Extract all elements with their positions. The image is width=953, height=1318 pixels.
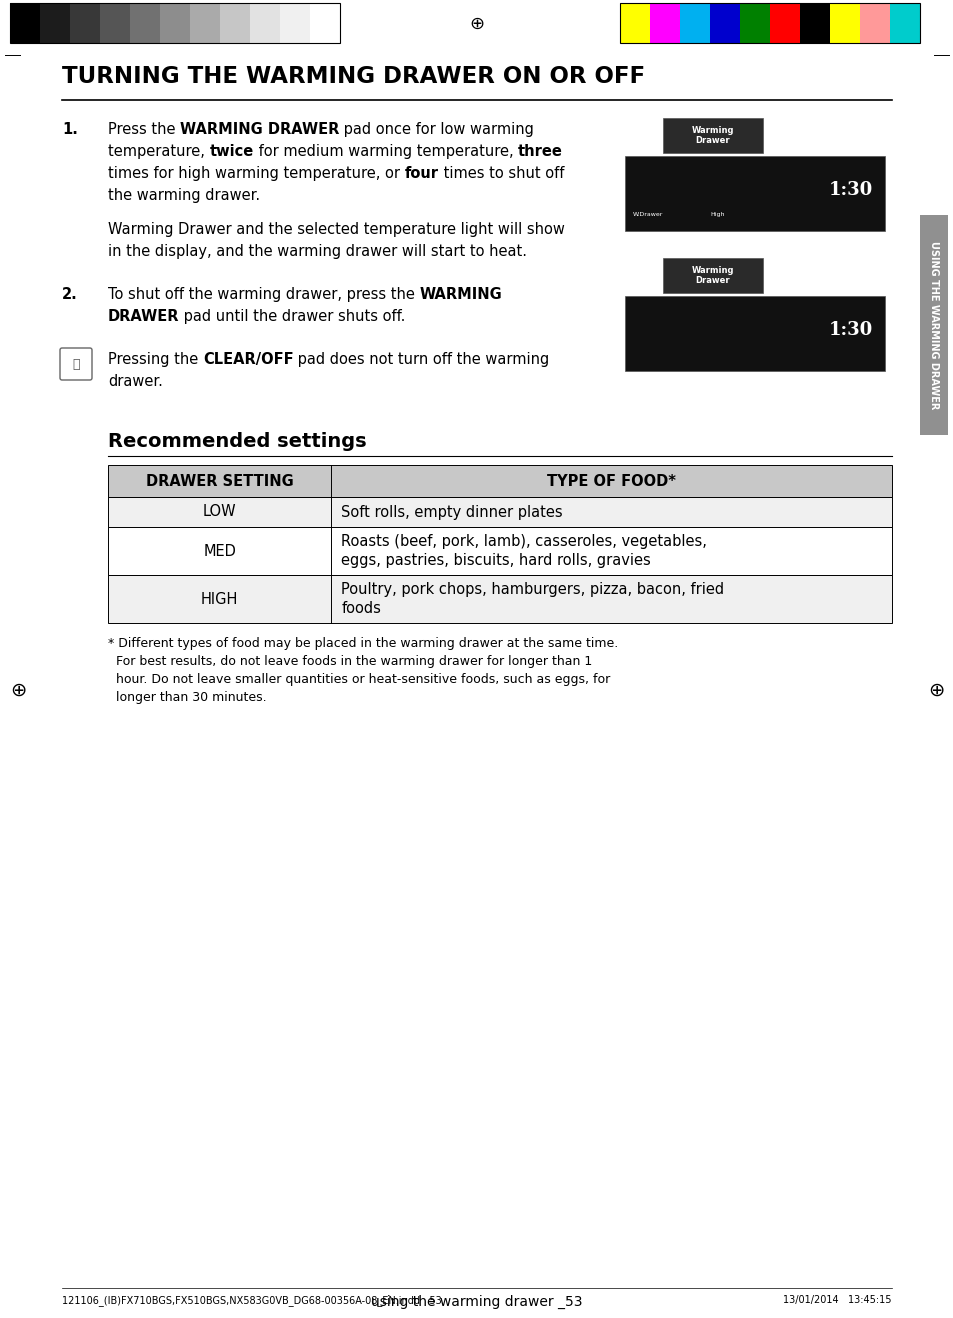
Text: in the display, and the warming drawer will start to heat.: in the display, and the warming drawer w…: [108, 244, 526, 260]
Text: ⊕: ⊕: [927, 680, 943, 700]
Bar: [624, 156, 884, 231]
Bar: [108, 465, 891, 497]
Text: pad once for low warming: pad once for low warming: [339, 123, 534, 137]
Text: drawer.: drawer.: [108, 374, 163, 389]
Text: * Different types of food may be placed in the warming drawer at the same time.: * Different types of food may be placed …: [108, 637, 618, 650]
Text: LOW: LOW: [203, 505, 236, 519]
Bar: [662, 119, 762, 153]
Text: MED: MED: [203, 543, 236, 559]
Bar: [624, 297, 884, 370]
Text: Warming
Drawer: Warming Drawer: [691, 266, 734, 285]
Bar: [709, 3, 740, 43]
Bar: [250, 3, 280, 43]
Bar: [108, 527, 891, 575]
Text: pad until the drawer shuts off.: pad until the drawer shuts off.: [179, 308, 405, 324]
Text: Poultry, pork chops, hamburgers, pizza, bacon, fried
foods: Poultry, pork chops, hamburgers, pizza, …: [341, 581, 724, 617]
Text: four: four: [404, 166, 438, 181]
Text: the warming drawer.: the warming drawer.: [108, 188, 260, 203]
Bar: [190, 3, 220, 43]
Bar: [829, 3, 859, 43]
Bar: [220, 3, 250, 43]
Text: 📝: 📝: [72, 357, 80, 370]
Bar: [108, 497, 891, 527]
Bar: [800, 3, 829, 43]
Text: twice: twice: [210, 144, 253, 159]
Bar: [160, 3, 190, 43]
Text: TURNING THE WARMING DRAWER ON OR OFF: TURNING THE WARMING DRAWER ON OR OFF: [62, 65, 644, 88]
Text: WARMING DRAWER: WARMING DRAWER: [180, 123, 339, 137]
Text: W.Drawer: W.Drawer: [633, 212, 662, 217]
Text: Warming
Drawer: Warming Drawer: [691, 125, 734, 145]
Bar: [619, 3, 649, 43]
Text: WARMING: WARMING: [419, 287, 501, 302]
Bar: [740, 3, 769, 43]
Bar: [280, 3, 310, 43]
Text: 1.: 1.: [62, 123, 78, 137]
Bar: [70, 3, 100, 43]
Bar: [40, 3, 70, 43]
Bar: [100, 3, 130, 43]
Bar: [310, 3, 339, 43]
Text: USING THE WARMING DRAWER: USING THE WARMING DRAWER: [928, 241, 938, 409]
Text: High: High: [709, 212, 723, 217]
Text: Press the: Press the: [108, 123, 180, 137]
Text: longer than 30 minutes.: longer than 30 minutes.: [108, 691, 266, 704]
Bar: [619, 3, 919, 43]
Text: 1:30: 1:30: [828, 181, 872, 199]
Bar: [10, 3, 339, 43]
Bar: [769, 3, 800, 43]
Text: temperature,: temperature,: [108, 144, 210, 159]
Bar: [859, 3, 889, 43]
Bar: [679, 3, 709, 43]
Text: ⊕: ⊕: [10, 680, 26, 700]
Text: 2.: 2.: [62, 287, 77, 302]
Bar: [649, 3, 679, 43]
Bar: [919, 215, 947, 435]
Text: For best results, do not leave foods in the warming drawer for longer than 1: For best results, do not leave foods in …: [108, 655, 592, 668]
Text: three: three: [517, 144, 562, 159]
Bar: [889, 3, 919, 43]
Text: DRAWER SETTING: DRAWER SETTING: [146, 473, 294, 489]
Text: Roasts (beef, pork, lamb), casseroles, vegetables,
eggs, pastries, biscuits, har: Roasts (beef, pork, lamb), casseroles, v…: [341, 534, 706, 568]
Text: Recommended settings: Recommended settings: [108, 432, 366, 451]
Text: using the warming drawer _53: using the warming drawer _53: [371, 1296, 582, 1309]
Text: DRAWER: DRAWER: [108, 308, 179, 324]
FancyBboxPatch shape: [60, 348, 91, 380]
Text: HIGH: HIGH: [201, 592, 238, 606]
Text: 1:30: 1:30: [828, 320, 872, 339]
Bar: [108, 575, 891, 623]
Text: Pressing the: Pressing the: [108, 352, 203, 366]
Text: To shut off the warming drawer, press the: To shut off the warming drawer, press th…: [108, 287, 419, 302]
Text: times to shut off: times to shut off: [438, 166, 563, 181]
Bar: [130, 3, 160, 43]
Bar: [10, 3, 40, 43]
Text: 13/01/2014   13:45:15: 13/01/2014 13:45:15: [782, 1296, 891, 1305]
Text: hour. Do not leave smaller quantities or heat-sensitive foods, such as eggs, for: hour. Do not leave smaller quantities or…: [108, 673, 610, 685]
Text: TYPE OF FOOD*: TYPE OF FOOD*: [547, 473, 676, 489]
Text: CLEAR/OFF: CLEAR/OFF: [203, 352, 294, 366]
Text: Soft rolls, empty dinner plates: Soft rolls, empty dinner plates: [341, 505, 562, 519]
Text: Warming Drawer and the selected temperature light will show: Warming Drawer and the selected temperat…: [108, 221, 564, 237]
Bar: [662, 258, 762, 293]
Text: for medium warming temperature,: for medium warming temperature,: [253, 144, 517, 159]
Text: pad does not turn off the warming: pad does not turn off the warming: [294, 352, 549, 366]
Text: ⊕: ⊕: [469, 14, 484, 33]
Text: times for high warming temperature, or: times for high warming temperature, or: [108, 166, 404, 181]
Text: 121106_(IB)FX710BGS,FX510BGS,NX583G0VB_DG68-00356A-08_EN.indd   53: 121106_(IB)FX710BGS,FX510BGS,NX583G0VB_D…: [62, 1296, 441, 1306]
